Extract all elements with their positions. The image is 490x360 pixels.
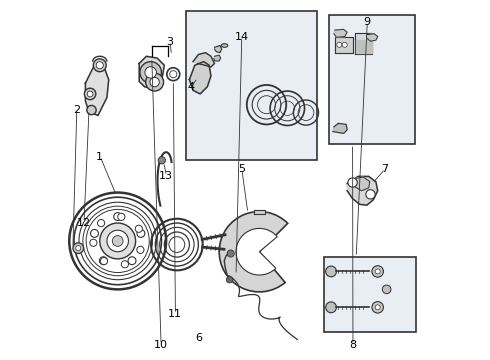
Polygon shape	[333, 123, 347, 134]
Circle shape	[342, 42, 347, 47]
Circle shape	[87, 105, 96, 115]
Text: 4: 4	[188, 82, 195, 92]
Text: 11: 11	[168, 310, 182, 319]
Circle shape	[348, 178, 357, 187]
Circle shape	[375, 305, 380, 310]
Circle shape	[326, 266, 337, 277]
Polygon shape	[355, 33, 372, 54]
Circle shape	[84, 88, 96, 100]
Circle shape	[91, 229, 98, 237]
Circle shape	[326, 302, 337, 313]
Circle shape	[87, 91, 93, 97]
Circle shape	[122, 261, 128, 268]
Text: 10: 10	[154, 340, 168, 350]
Circle shape	[107, 230, 128, 252]
Ellipse shape	[221, 44, 228, 47]
Polygon shape	[214, 55, 220, 61]
Text: 13: 13	[159, 171, 173, 181]
Circle shape	[158, 157, 166, 164]
Text: 6: 6	[195, 333, 202, 343]
Polygon shape	[193, 53, 215, 67]
Text: 1: 1	[96, 152, 103, 162]
Polygon shape	[85, 65, 109, 116]
Polygon shape	[356, 40, 371, 53]
Text: 3: 3	[166, 37, 173, 47]
Wedge shape	[236, 228, 277, 275]
Wedge shape	[219, 212, 288, 292]
Circle shape	[99, 257, 107, 265]
Circle shape	[73, 243, 84, 253]
Circle shape	[128, 257, 136, 265]
Circle shape	[112, 235, 123, 246]
Polygon shape	[254, 211, 265, 214]
Circle shape	[372, 266, 383, 277]
Bar	[186, 12, 317, 160]
Circle shape	[372, 302, 383, 313]
Text: 5: 5	[238, 164, 245, 174]
Bar	[329, 15, 416, 144]
Circle shape	[118, 213, 125, 220]
Circle shape	[150, 77, 159, 87]
Text: 12: 12	[76, 218, 91, 228]
Circle shape	[146, 73, 164, 91]
Circle shape	[100, 223, 136, 259]
Polygon shape	[190, 62, 211, 94]
Circle shape	[90, 239, 97, 246]
Polygon shape	[334, 30, 347, 37]
Circle shape	[140, 62, 161, 83]
Text: 9: 9	[364, 17, 370, 27]
Text: 7: 7	[381, 164, 389, 174]
Circle shape	[98, 220, 105, 227]
Circle shape	[114, 213, 122, 221]
Polygon shape	[335, 37, 353, 53]
Text: 8: 8	[349, 340, 356, 350]
Bar	[324, 257, 416, 332]
Circle shape	[96, 62, 103, 69]
Circle shape	[76, 246, 81, 251]
Polygon shape	[367, 34, 378, 41]
Text: 14: 14	[234, 32, 248, 41]
Circle shape	[137, 246, 144, 253]
Circle shape	[145, 67, 156, 78]
Circle shape	[227, 250, 234, 257]
Circle shape	[100, 257, 107, 265]
Circle shape	[137, 229, 145, 237]
Circle shape	[366, 190, 375, 199]
Polygon shape	[355, 177, 370, 191]
Circle shape	[93, 59, 106, 72]
Polygon shape	[347, 176, 378, 205]
Circle shape	[375, 269, 380, 274]
Polygon shape	[215, 45, 221, 53]
Polygon shape	[139, 56, 164, 89]
Circle shape	[382, 285, 391, 294]
Circle shape	[135, 225, 143, 232]
Circle shape	[337, 42, 342, 47]
Circle shape	[226, 276, 233, 283]
Text: 2: 2	[73, 105, 80, 115]
